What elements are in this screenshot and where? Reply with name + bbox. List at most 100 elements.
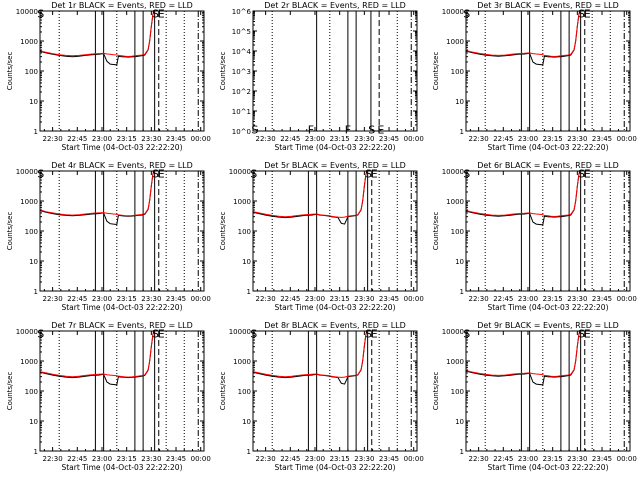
x-tick-label: 23:30: [567, 135, 587, 143]
events-series-line: [40, 170, 156, 226]
y-tick-label: 1: [34, 288, 38, 296]
x-tick-label: 23:45: [592, 135, 612, 143]
y-tick-label: 1000: [446, 38, 464, 46]
y-tick-label: 10: [455, 98, 464, 106]
annotation-letter: S: [578, 7, 585, 20]
y-tick-label: 100: [238, 228, 251, 236]
y-tick-label: 10^4: [232, 48, 252, 56]
x-axis-label: Start Time (04-Oct-03 22:22:20): [274, 463, 395, 472]
detector-panel: Det 8r BLACK = Events, RED = LLD 1 10 100 10…: [219, 321, 424, 472]
y-tick-label: 100: [25, 228, 38, 236]
events-series-line: [40, 330, 156, 386]
y-tick-label: 100: [25, 68, 38, 76]
x-tick-label: 00:00: [404, 455, 424, 463]
detector-panel: Det 3r BLACK = Events, RED = LLD 1 10 100 10…: [432, 1, 637, 152]
annotation-letter: E: [584, 167, 591, 180]
plot-frame: [39, 170, 205, 292]
x-tick-label: 00:00: [404, 135, 424, 143]
annotation-letter: S: [152, 167, 159, 180]
y-axis-label: Counts/sec: [219, 372, 227, 411]
panel-title: Det 7r BLACK = Events, RED = LLD: [51, 321, 193, 330]
x-tick-label: 23:15: [330, 135, 350, 143]
x-axis-label: Start Time (04-Oct-03 22:22:20): [61, 463, 182, 472]
y-tick-label: 1: [34, 448, 38, 456]
detector-panel: Det 2r BLACK = Events, RED = LLD 10^0 10^1…: [219, 1, 424, 152]
x-tick-label: 23:00: [518, 135, 538, 143]
y-tick-label: 10: [242, 418, 251, 426]
y-tick-label: 10^6: [232, 8, 252, 16]
annotation-letter: S: [463, 167, 470, 180]
x-tick-label: 00:00: [191, 295, 211, 303]
y-tick-label: 1000: [233, 198, 251, 206]
panel-title: Det 9r BLACK = Events, RED = LLD: [477, 321, 619, 330]
y-tick-label: 1000: [233, 358, 251, 366]
x-tick-label: 23:45: [592, 295, 612, 303]
y-tick-label: 1: [247, 448, 251, 456]
y-tick-label: 100: [238, 388, 251, 396]
annotation-letter: S: [250, 167, 257, 180]
x-tick-label: 22:45: [493, 455, 513, 463]
lld-series-line: [466, 10, 582, 58]
x-tick-label: 22:45: [280, 455, 300, 463]
y-tick-label: 1000: [20, 38, 38, 46]
lld-series-line: [253, 330, 369, 378]
panel-title: Det 3r BLACK = Events, RED = LLD: [477, 1, 619, 10]
x-tick-label: 23:15: [543, 295, 563, 303]
x-tick-label: 23:30: [567, 295, 587, 303]
annotation-letter: E: [584, 327, 591, 340]
x-tick-label: 23:00: [518, 455, 538, 463]
y-tick-label: 100: [25, 388, 38, 396]
y-tick-label: 1000: [20, 358, 38, 366]
annotation-letter: S: [365, 167, 372, 180]
x-tick-label: 22:30: [43, 295, 63, 303]
x-tick-label: 22:30: [43, 135, 63, 143]
detector-panel: Det 7r BLACK = Events, RED = LLD 1 10 100 10…: [6, 321, 211, 472]
annotation-letter: S: [152, 327, 159, 340]
y-tick-label: 10: [455, 258, 464, 266]
annotation-letter: S: [578, 167, 585, 180]
annotation-letter: E: [584, 7, 591, 20]
x-tick-label: 22:30: [469, 295, 489, 303]
y-tick-label: 100: [451, 68, 464, 76]
plot-frame: [465, 10, 631, 132]
x-tick-label: 22:45: [493, 295, 513, 303]
x-tick-label: 22:45: [67, 135, 87, 143]
x-tick-label: 23:45: [592, 455, 612, 463]
y-tick-label: 10: [455, 418, 464, 426]
plot-frame: [39, 330, 205, 452]
y-tick-label: 10000: [442, 328, 464, 336]
y-tick-label: 10^5: [232, 28, 251, 36]
y-axis-label: Counts/sec: [432, 372, 440, 411]
x-tick-label: 23:45: [379, 135, 399, 143]
x-tick-label: 22:30: [469, 135, 489, 143]
x-tick-label: 00:00: [617, 455, 637, 463]
annotation-letter: E: [377, 124, 384, 137]
plot-frame: [252, 10, 418, 132]
y-tick-label: 10: [29, 418, 38, 426]
x-tick-label: 23:00: [305, 455, 325, 463]
plot-frame: [252, 330, 418, 452]
x-tick-label: 23:00: [305, 295, 325, 303]
panel-title: Det 5r BLACK = Events, RED = LLD: [264, 161, 406, 170]
x-tick-label: 00:00: [617, 135, 637, 143]
y-tick-label: 1: [34, 128, 38, 136]
y-tick-label: 100: [451, 228, 464, 236]
x-tick-label: 23:15: [543, 455, 563, 463]
annotation-letter: S: [463, 7, 470, 20]
x-tick-label: 23:30: [141, 295, 161, 303]
x-tick-label: 00:00: [191, 455, 211, 463]
x-tick-label: 22:30: [469, 455, 489, 463]
events-series-line: [466, 10, 582, 66]
plot-frame: [39, 10, 205, 132]
x-tick-label: 23:30: [354, 295, 374, 303]
y-tick-label: 10^2: [232, 88, 251, 96]
x-tick-label: 23:00: [92, 135, 112, 143]
lld-series-line: [466, 330, 582, 378]
y-axis-label: Counts/sec: [219, 212, 227, 251]
x-tick-label: 23:00: [92, 295, 112, 303]
x-tick-label: 22:45: [280, 295, 300, 303]
plot-frame: [465, 330, 631, 452]
x-tick-label: 23:30: [141, 135, 161, 143]
y-tick-label: 10000: [442, 8, 464, 16]
y-tick-label: 1: [460, 128, 464, 136]
